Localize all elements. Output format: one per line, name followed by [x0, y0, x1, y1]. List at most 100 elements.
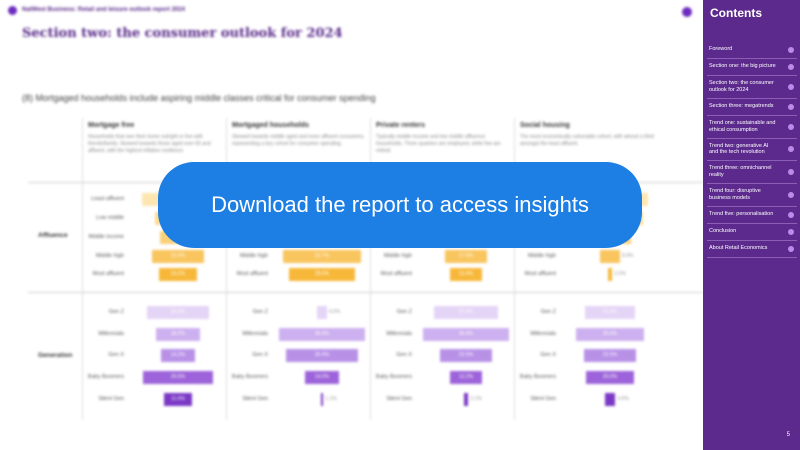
value-label: 28.0% — [314, 271, 330, 277]
value-label: 4.6% — [617, 396, 629, 402]
contents-list: Foreword Section one: the big picture Sect… — [707, 42, 797, 258]
contents-item[interactable]: Foreword — [707, 42, 797, 59]
arrow-icon — [788, 211, 794, 218]
download-button[interactable]: Download the report to access insights — [158, 162, 642, 248]
contents-item[interactable]: Section two: the consumer outlook for 20… — [707, 76, 797, 99]
bar — [600, 250, 620, 263]
contents-text: Trend three: omnichannel reality — [709, 165, 772, 179]
group-label: Affluence — [38, 232, 68, 239]
value-label: 4.0% — [328, 309, 341, 315]
contents-item[interactable]: Trend three: omnichannel reality — [707, 161, 797, 184]
value-label: 16.2% — [170, 271, 186, 277]
value-label: 36.0% — [458, 331, 474, 337]
value-label: 14.2% — [170, 352, 186, 358]
contents-text: About Retail Economics — [709, 244, 768, 251]
contents-item[interactable]: Section three: megatrends — [707, 99, 797, 116]
contents-text: Foreword — [709, 46, 733, 52]
row-label: Least affluent — [91, 196, 124, 202]
value-label: 8.4% — [621, 253, 634, 259]
row-label: Low middle — [96, 215, 124, 221]
bar — [320, 393, 324, 406]
value-label: 36.4% — [314, 331, 330, 337]
column-divider — [82, 118, 83, 420]
value-label: 11.6% — [171, 396, 185, 402]
value-label: 2.0% — [614, 271, 626, 277]
value-label: 14.0% — [314, 374, 330, 380]
contents-item[interactable]: Section one: the big picture — [707, 59, 797, 76]
column-description: Skewed towards middle aged and more affl… — [232, 134, 365, 147]
arrow-icon — [788, 47, 794, 53]
row-label: Most affluent — [524, 271, 556, 277]
column-title: Mortgage free — [88, 122, 135, 129]
bar — [151, 250, 205, 263]
bar — [583, 349, 637, 362]
row-label: Gen X — [540, 352, 556, 358]
bar — [585, 306, 635, 319]
bar — [575, 328, 645, 341]
bar — [423, 328, 509, 341]
bar — [450, 371, 482, 384]
row-label: Baby Boomers — [87, 374, 124, 380]
row-label: Gen Z — [108, 309, 124, 315]
row-label: Middle high — [383, 253, 412, 259]
row-label: Most affluent — [236, 271, 268, 277]
bar — [288, 268, 356, 281]
column-title: Private renters — [376, 122, 426, 129]
contents-item[interactable]: Conclusion — [707, 224, 797, 241]
bar — [161, 349, 195, 362]
row-label: Gen Z — [396, 309, 412, 315]
column-title: Social housing — [520, 122, 570, 129]
contents-text: Trend five: personalisation — [709, 210, 774, 217]
bar — [142, 371, 214, 384]
bar — [604, 393, 616, 406]
bar — [450, 268, 482, 281]
contents-text: Conclusion — [709, 227, 737, 234]
arrow-icon — [788, 245, 794, 252]
column-description: Households that own their home outright … — [88, 134, 211, 154]
column-divider — [226, 118, 227, 420]
page-number: 5 — [786, 432, 790, 438]
bar — [278, 328, 366, 341]
logo — [8, 6, 17, 15]
contents-text: Section three: megatrends — [709, 102, 774, 109]
bar — [433, 306, 499, 319]
row-label: Baby Boomers — [519, 374, 556, 380]
column-title: Mortgaged households — [232, 122, 309, 129]
arrow-icon — [788, 146, 794, 153]
value-label: 18.2% — [170, 331, 186, 337]
contents-item[interactable]: Trend one: sustainable and ethical consu… — [707, 116, 797, 139]
value-label: 26.0% — [170, 309, 186, 315]
contents-text: Section two: the consumer outlook for 20… — [709, 80, 774, 93]
row-label: Middle high — [239, 253, 268, 259]
row-label: Silent Gen — [242, 396, 268, 402]
row-label: Millennials — [386, 331, 412, 337]
contents-item[interactable]: Trend five: personalisation — [707, 207, 797, 224]
row-label: Millennials — [242, 331, 268, 337]
bar — [158, 268, 198, 281]
row-label: Millennials — [98, 331, 124, 337]
row-label: Silent Gen — [98, 396, 124, 402]
row-label: Silent Gen — [386, 396, 412, 402]
row-label: Middle high — [95, 253, 124, 259]
contents-item[interactable]: Trend two: generative AI and the tech re… — [707, 139, 797, 162]
group-label: Generation — [38, 352, 73, 359]
section-title: Section two: the consumer outlook for 20… — [22, 26, 343, 41]
bar — [156, 328, 200, 341]
brand: NatWest Business: Retail and leisure out… — [22, 7, 185, 13]
row-label: Most affluent — [380, 271, 412, 277]
bar — [463, 393, 469, 406]
column-description: The most economically vulnerable cohort,… — [520, 134, 654, 147]
column-divider — [370, 118, 371, 420]
arrow-icon — [788, 123, 794, 130]
contents-text: Section one: the big picture — [709, 63, 776, 69]
arrow-icon — [788, 83, 794, 90]
bar — [283, 250, 361, 263]
contents-item[interactable]: About Retail Economics — [707, 241, 797, 258]
contents-item[interactable]: Trend four: disruptive business models — [707, 184, 797, 207]
arrow-icon — [788, 103, 794, 110]
divider — [28, 292, 703, 293]
value-label: 2.1% — [470, 396, 482, 402]
value-label: 22.0% — [170, 253, 186, 259]
row-label: Gen X — [396, 352, 412, 358]
